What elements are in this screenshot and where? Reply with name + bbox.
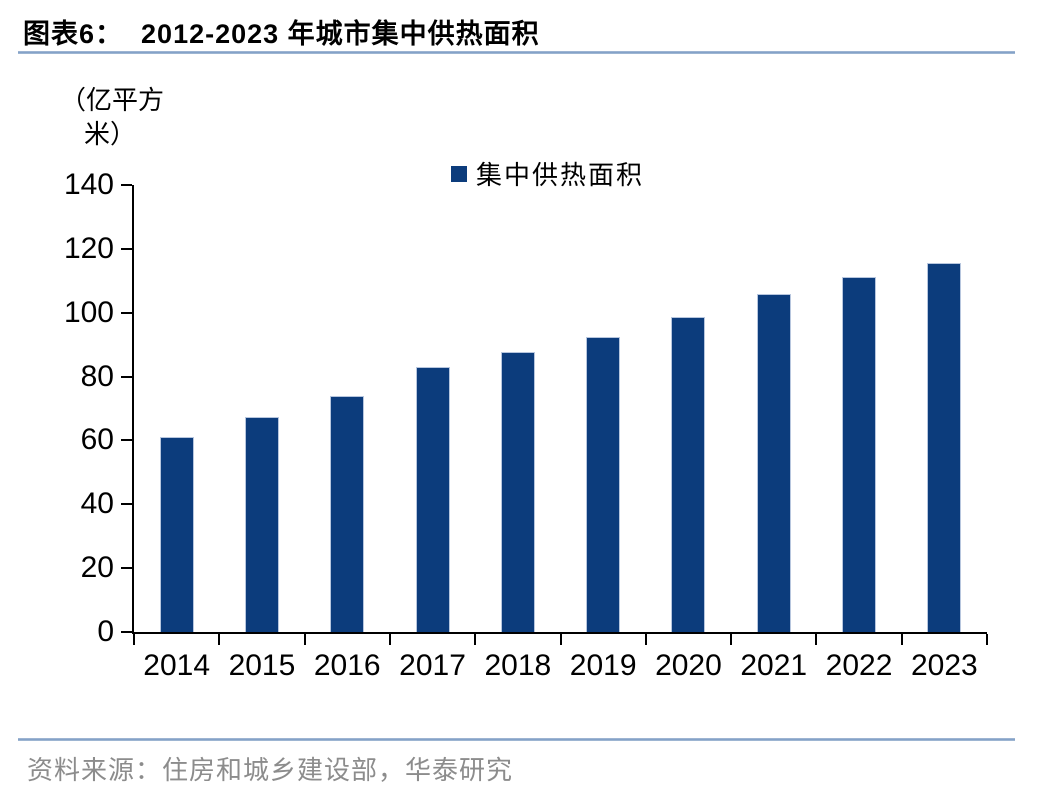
- bar-2019: [586, 336, 621, 632]
- x-tick: [900, 634, 903, 645]
- x-tick: [815, 634, 818, 645]
- plot-area: 0 20 40 60 80 100 120 140 2014 2015 2016 2017 2018 2…: [64, 170, 988, 682]
- x-tick-label: 2019: [569, 649, 637, 682]
- y-tick: [121, 631, 132, 633]
- y-axis-unit-label: （亿平方 米）: [60, 84, 164, 152]
- y-tick-label: 0: [97, 615, 114, 648]
- y-tick-label: 20: [80, 551, 114, 585]
- bar-2016: [330, 396, 365, 632]
- x-tick: [559, 634, 562, 645]
- x-tick-label: 2022: [825, 649, 893, 682]
- y-axis-unit-line1: （亿平方: [60, 86, 165, 116]
- x-tick-label: 2017: [399, 649, 466, 682]
- y-tick-label: 80: [80, 359, 114, 393]
- legend-swatch-icon: [451, 165, 467, 182]
- y-tick: [121, 311, 132, 314]
- legend: 集中供热面积: [451, 155, 644, 192]
- x-tick-label: 2014: [143, 649, 211, 682]
- x-tick-label: 2018: [484, 649, 552, 682]
- y-tick: [121, 567, 132, 570]
- y-axis: 0 20 40 60 80 100 120 140: [64, 170, 987, 647]
- x-tick-label: 2020: [655, 649, 722, 682]
- footer-divider: [18, 738, 1015, 741]
- x-axis: 2014 2015 2016 2017 2018 2019 2020 2021 2022 2023: [133, 185, 988, 682]
- x-tick: [133, 634, 135, 645]
- x-tick-label: 2016: [313, 649, 381, 682]
- bars-container: [134, 185, 987, 632]
- x-tick: [388, 634, 391, 645]
- bar-2022: [842, 276, 877, 632]
- x-tick: [218, 634, 221, 645]
- y-tick-label: 60: [80, 423, 114, 457]
- x-tick: [986, 634, 988, 645]
- x-tick: [730, 634, 733, 645]
- y-tick: [121, 184, 132, 186]
- x-tick-label: 2021: [740, 649, 808, 682]
- figure-label: 图表6：: [23, 19, 124, 49]
- y-tick-label: 140: [63, 168, 114, 201]
- bar-2023: [927, 263, 962, 632]
- x-tick: [644, 634, 647, 645]
- y-tick-label: 40: [80, 487, 114, 521]
- y-axis-unit-line2: 米）: [84, 120, 137, 150]
- y-tick: [121, 375, 132, 378]
- bar-2020: [671, 316, 706, 632]
- bar-2021: [756, 293, 791, 632]
- bar-2018: [500, 351, 535, 632]
- legend-label: 集中供热面积: [476, 161, 645, 191]
- source-text: 资料来源：住房和城乡建设部，华泰研究: [27, 756, 514, 786]
- bar-2014: [159, 436, 194, 632]
- y-tick: [121, 439, 132, 442]
- title-divider: [18, 51, 1015, 54]
- x-tick: [474, 634, 477, 645]
- x-tick-label: 2023: [910, 649, 978, 682]
- x-tick: [303, 634, 306, 645]
- y-tick-label: 100: [63, 295, 114, 329]
- y-tick-label: 120: [63, 231, 114, 265]
- y-tick: [121, 247, 132, 250]
- x-tick-label: 2015: [228, 649, 296, 682]
- bar-2017: [415, 366, 450, 632]
- header: 图表6： 2012-2023 年城市集中供热面积: [23, 12, 540, 51]
- y-tick: [121, 503, 132, 506]
- bar-2015: [244, 417, 279, 632]
- page-title: 2012-2023 年城市集中供热面积: [141, 19, 540, 49]
